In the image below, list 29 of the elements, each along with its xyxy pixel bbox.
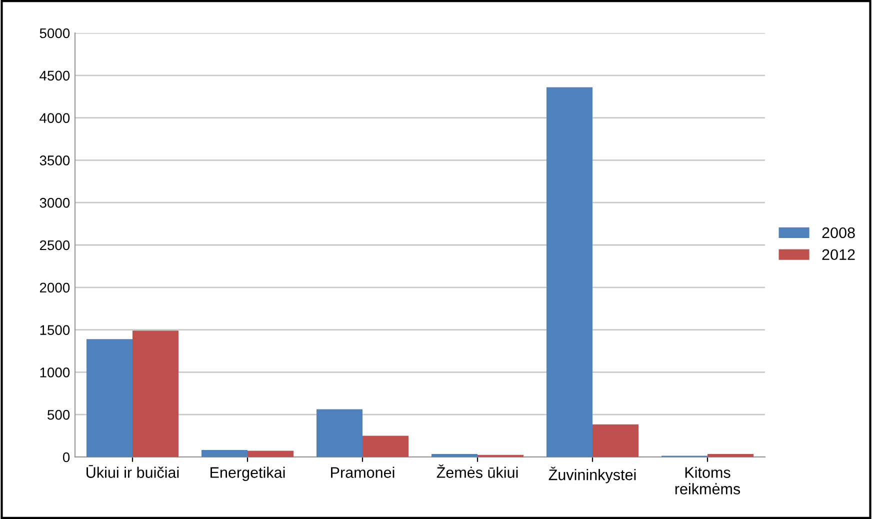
x-tick-label: Kitoms reikmėms (675, 466, 740, 494)
y-tick-label: 3500 (40, 156, 70, 166)
y-tick-label: 0 (62, 452, 70, 462)
x-tick-label: Energetikai (210, 466, 285, 481)
y-tick-label: 5000 (40, 28, 70, 38)
y-tick-label: 4500 (40, 70, 70, 81)
y-tick-label: 1500 (40, 325, 70, 335)
y-tick-label: 2000 (40, 282, 70, 293)
y-tick-label: 2500 (40, 240, 70, 250)
bar (432, 454, 478, 457)
legend-label: 2008 (822, 227, 855, 238)
bar (362, 436, 408, 457)
bar (316, 409, 362, 457)
x-tick-label: Žemės ūkiui (436, 464, 518, 478)
y-tick-label: 4000 (40, 113, 70, 123)
x-tick-label: Ūkiui ir buičiai (86, 465, 179, 478)
bar (708, 454, 754, 457)
y-tick-label: 3000 (40, 198, 70, 208)
y-tick-label: 500 (48, 410, 70, 420)
bar (546, 87, 592, 457)
bar (592, 424, 638, 457)
x-tick-label: Pramonei (331, 466, 394, 478)
bar (132, 330, 178, 457)
bar (202, 450, 248, 457)
bar (86, 339, 132, 457)
bar (248, 450, 294, 457)
x-tick-label: Žuvininkystei (548, 466, 636, 484)
legend-label: 2012 (822, 249, 855, 260)
y-tick-label: 1000 (40, 368, 70, 378)
